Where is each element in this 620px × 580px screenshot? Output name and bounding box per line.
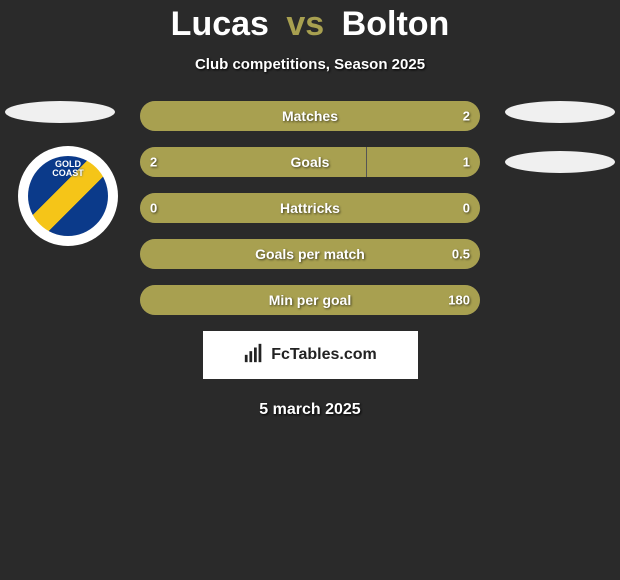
stat-value-right: 2	[463, 109, 470, 124]
badge-text-bottom: COAST	[52, 168, 84, 178]
stat-label: Min per goal	[269, 292, 351, 308]
stat-label: Matches	[282, 108, 338, 124]
stat-row: Min per goal 180	[140, 285, 480, 315]
decor-oval-left	[5, 101, 115, 123]
decor-oval-right-2	[505, 151, 615, 173]
decor-oval-right-1	[505, 101, 615, 123]
stat-value-right: 0	[463, 201, 470, 216]
bar-left	[140, 147, 366, 177]
stats-area: GOLD COAST Matches 2 2 Goals 1 0 Hattricks 0 Goa…	[0, 101, 620, 315]
stat-value-right: 180	[448, 293, 470, 308]
stat-row: Matches 2	[140, 101, 480, 131]
badge-text: GOLD COAST	[52, 160, 84, 178]
player-right-name: Bolton	[342, 5, 450, 43]
stat-label: Goals	[291, 154, 330, 170]
stat-row: 0 Hattricks 0	[140, 193, 480, 223]
stat-value-left: 2	[150, 155, 157, 170]
stat-label: Hattricks	[280, 200, 340, 216]
branding-box[interactable]: FcTables.com	[203, 331, 418, 379]
chart-icon	[243, 342, 265, 369]
stat-value-right: 1	[463, 155, 470, 170]
date-text: 5 march 2025	[0, 401, 620, 419]
comparison-card: Lucas vs Bolton Club competitions, Seaso…	[0, 0, 620, 419]
branding-label: FcTables.com	[271, 346, 377, 364]
stat-rows: Matches 2 2 Goals 1 0 Hattricks 0 Goals per matc…	[140, 101, 480, 315]
vs-separator: vs	[286, 5, 324, 43]
stat-label: Goals per match	[255, 246, 365, 262]
player-left-name: Lucas	[171, 5, 269, 43]
stat-row: 2 Goals 1	[140, 147, 480, 177]
subtitle: Club competitions, Season 2025	[0, 56, 620, 73]
stat-value-right: 0.5	[452, 247, 470, 262]
stat-row: Goals per match 0.5	[140, 239, 480, 269]
stat-value-left: 0	[150, 201, 157, 216]
page-title: Lucas vs Bolton	[0, 5, 620, 44]
team-badge: GOLD COAST	[18, 146, 118, 246]
team-badge-inner: GOLD COAST	[28, 156, 108, 236]
